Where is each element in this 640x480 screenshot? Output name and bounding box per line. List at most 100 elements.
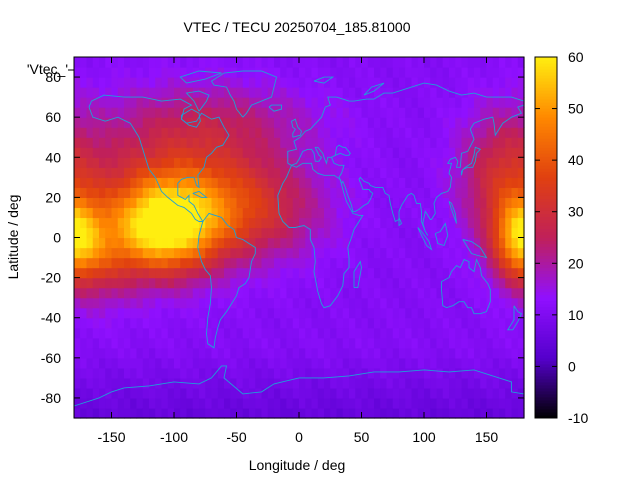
- x-tick-label: 0: [295, 429, 303, 445]
- heatmap-cell: [499, 347, 506, 359]
- heatmap-cell: [305, 137, 313, 148]
- heatmap-cell: [224, 407, 231, 419]
- heatmap-cell: [249, 347, 256, 359]
- heatmap-cell: [105, 347, 113, 359]
- heatmap-cell: [467, 397, 475, 409]
- heatmap-cell: [186, 107, 194, 118]
- heatmap-cell: [267, 127, 275, 138]
- heatmap-cell: [455, 377, 463, 389]
- heatmap-cell: [117, 387, 125, 399]
- heatmap-cell: [186, 127, 194, 138]
- heatmap-cell: [324, 57, 331, 68]
- heatmap-cell: [486, 117, 494, 128]
- heatmap-cell: [486, 387, 494, 399]
- heatmap-cell: [467, 377, 475, 389]
- heatmap-cell: [505, 257, 513, 269]
- heatmap-cell: [217, 137, 225, 148]
- heatmap-cell: [355, 97, 363, 108]
- heatmap-cell: [405, 77, 413, 88]
- heatmap-cell: [199, 207, 206, 219]
- heatmap-cell: [255, 267, 263, 279]
- heatmap-cell: [211, 327, 219, 339]
- heatmap-cell: [330, 327, 338, 339]
- heatmap-cell: [355, 147, 363, 158]
- heatmap-cell: [436, 97, 444, 108]
- heatmap-cell: [499, 97, 506, 108]
- heatmap-cell: [111, 357, 119, 369]
- heatmap-cell: [411, 77, 419, 88]
- colorbar-segment: [535, 63, 557, 67]
- heatmap-cell: [80, 197, 88, 209]
- heatmap-cell: [174, 107, 181, 118]
- heatmap-cell: [105, 257, 113, 269]
- heatmap-cell: [261, 237, 269, 249]
- heatmap-cell: [117, 137, 125, 148]
- heatmap-cell: [299, 267, 306, 279]
- heatmap-cell: [355, 227, 363, 239]
- heatmap-cell: [124, 197, 131, 209]
- heatmap-cell: [224, 87, 231, 98]
- heatmap-cell: [124, 127, 131, 138]
- heatmap-cell: [280, 347, 288, 359]
- heatmap-cell: [399, 57, 406, 68]
- heatmap-cell: [355, 247, 363, 259]
- heatmap-cell: [380, 137, 388, 148]
- heatmap-cell: [174, 327, 181, 339]
- heatmap-cell: [149, 137, 156, 148]
- heatmap-cell: [386, 117, 394, 128]
- heatmap-cell: [474, 97, 481, 108]
- heatmap-cell: [199, 367, 206, 379]
- heatmap-cell: [474, 377, 481, 389]
- heatmap-cell: [199, 157, 206, 168]
- heatmap-cell: [74, 217, 81, 229]
- heatmap-cell: [217, 317, 225, 329]
- heatmap-cell: [386, 77, 394, 88]
- heatmap-cell: [167, 127, 175, 138]
- heatmap-cell: [380, 287, 388, 299]
- heatmap-cell: [461, 197, 469, 209]
- heatmap-cell: [517, 347, 525, 359]
- heatmap-cell: [136, 77, 144, 88]
- heatmap-cell: [361, 387, 369, 399]
- heatmap-cell: [442, 337, 450, 349]
- heatmap-cell: [424, 247, 431, 259]
- heatmap-cell: [86, 167, 94, 178]
- colorbar-segment: [535, 375, 557, 380]
- heatmap-cell: [180, 167, 188, 178]
- heatmap-cell: [224, 377, 231, 389]
- heatmap-cell: [392, 177, 400, 188]
- heatmap-cell: [317, 137, 325, 148]
- heatmap-cell: [142, 67, 150, 78]
- coastline-africa: [277, 162, 364, 309]
- heatmap-cell: [399, 347, 406, 359]
- heatmap-cell: [236, 177, 244, 188]
- heatmap-cell: [336, 407, 344, 419]
- coastline-hudson-bay: [181, 108, 201, 128]
- heatmap-cell: [224, 357, 231, 369]
- heatmap-cell: [336, 247, 344, 259]
- heatmap-cell: [124, 77, 131, 88]
- heatmap-cell: [430, 67, 438, 78]
- heatmap-cell: [180, 87, 188, 98]
- colorbar-segment: [535, 57, 557, 61]
- heatmap-cell: [80, 337, 88, 349]
- heatmap-cell: [305, 217, 313, 229]
- heatmap-cell: [299, 237, 306, 249]
- heatmap-cell: [467, 287, 475, 299]
- heatmap-cell: [149, 257, 156, 269]
- heatmap-cell: [511, 367, 519, 379]
- heatmap-cell: [505, 357, 513, 369]
- heatmap-cell: [467, 297, 475, 309]
- heatmap-cell: [399, 217, 406, 229]
- heatmap-cell: [286, 397, 294, 409]
- y-tick-label: -20: [41, 270, 61, 286]
- heatmap-cell: [442, 407, 450, 419]
- heatmap-cell: [399, 377, 406, 389]
- heatmap-cell: [92, 277, 100, 289]
- heatmap-cell: [305, 187, 313, 198]
- heatmap-cell: [299, 97, 306, 108]
- heatmap-cell: [199, 67, 206, 78]
- heatmap-cell: [449, 177, 456, 188]
- heatmap-cell: [449, 97, 456, 108]
- heatmap-cell: [299, 127, 306, 138]
